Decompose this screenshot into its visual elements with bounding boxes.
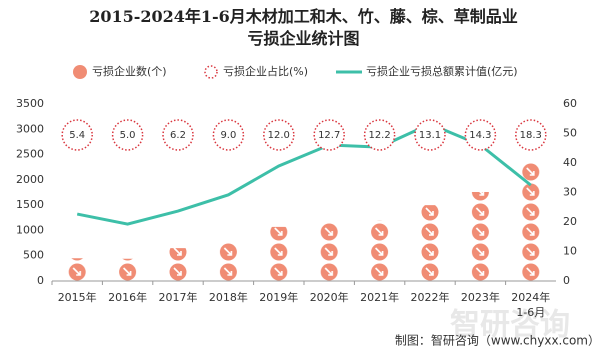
x-tick-label: 2023年 [460, 291, 500, 304]
bar [470, 191, 491, 281]
bar [520, 163, 541, 281]
bar [117, 258, 138, 281]
x-tick-label: 2020年 [309, 291, 349, 304]
y2-tick-label: 40 [563, 156, 577, 169]
bar [218, 241, 239, 281]
y-tick-label: 3500 [16, 97, 44, 110]
x-tick-label: 2024年 1-6月 [511, 291, 551, 319]
data-label: 12.2 [368, 130, 390, 141]
x-tick-label: 2017年 [158, 291, 198, 304]
ratio-marker [111, 119, 144, 151]
x-tick-label: 2015年 [57, 291, 97, 304]
bar [319, 222, 340, 281]
ratio-marker [61, 119, 93, 151]
bar [268, 226, 289, 281]
bar [67, 258, 88, 281]
data-label: 13.1 [419, 130, 441, 141]
ratio-marker [212, 119, 245, 151]
ratio-marker [515, 119, 547, 151]
y2-tick-label: 10 [563, 245, 577, 258]
watermark: 智研咨询 [450, 308, 570, 343]
ratio-marker [464, 119, 497, 151]
y2-tick-label: 50 [563, 127, 577, 140]
bar [420, 205, 440, 281]
data-label: 9.0 [220, 130, 236, 141]
x-tick-label: 2016年 [108, 291, 148, 304]
y-tick-label: 2000 [16, 173, 44, 186]
chart-title: 2015-2024年1-6月木材加工和木、竹、藤、棕、草制品业 亏损企业统计图 [89, 7, 518, 48]
data-label: 14.3 [469, 130, 491, 141]
y2-tick-label: 60 [563, 97, 577, 110]
ratio-marker [363, 119, 396, 151]
data-label: 6.2 [170, 130, 186, 141]
ratio-marker [162, 119, 194, 151]
data-label: 18.3 [520, 130, 542, 141]
y2-tick-label: 30 [563, 186, 577, 199]
line [76, 122, 532, 226]
y-tick-label: 0 [37, 274, 44, 287]
legend-icon [73, 65, 87, 79]
legend-label: 亏损企业亏损总额累计值(亿元) [366, 64, 518, 78]
ratio-marker [313, 119, 345, 151]
data-label: 12.0 [268, 130, 290, 141]
data-label: 12.7 [318, 130, 340, 141]
x-tick-label: 2019年 [259, 291, 299, 304]
y-tick-label: 2500 [16, 148, 44, 161]
legend-icon [204, 65, 218, 79]
y-tick-label: 500 [23, 249, 44, 262]
y2-tick-label: 0 [563, 274, 570, 287]
x-tick-label: 2018年 [208, 291, 248, 304]
bar [369, 220, 390, 281]
ratio-marker [263, 119, 295, 151]
ratio-marker [414, 119, 446, 151]
x-tick-label: 2022年 [410, 291, 450, 304]
legend-label: 亏损企业数(个) [92, 64, 167, 78]
y2-tick-label: 20 [563, 215, 577, 228]
data-label: 5.0 [120, 130, 136, 141]
y-tick-label: 1000 [16, 223, 44, 236]
y-tick-label: 1500 [16, 198, 44, 211]
data-label: 5.4 [69, 130, 85, 141]
bar [168, 248, 188, 281]
source: 制图：智研咨询（www.chyxx.com） [395, 333, 600, 348]
y-tick-label: 3000 [16, 122, 44, 135]
legend-label: 亏损企业占比(%) [223, 64, 308, 78]
x-tick-label: 2021年 [360, 291, 400, 304]
